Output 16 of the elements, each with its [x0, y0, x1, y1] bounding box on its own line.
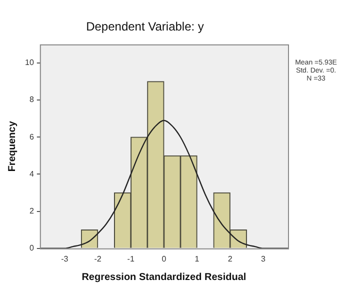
x-tick-label: 2 — [228, 254, 233, 264]
y-tick-label: 2 — [29, 206, 34, 216]
y-tick-label: 6 — [29, 132, 34, 142]
chart-title: Dependent Variable: y — [86, 20, 204, 34]
y-tick-label: 10 — [24, 58, 34, 68]
x-tick-label: -2 — [94, 254, 102, 264]
x-tick-label: -3 — [61, 254, 69, 264]
y-tick-label: 0 — [29, 244, 34, 253]
y-tick-label: 4 — [29, 169, 34, 178]
x-tick-label: 3 — [260, 254, 266, 264]
y-axis-title: Frequency — [6, 120, 18, 172]
y-tick-label: 8 — [29, 95, 34, 104]
x-axis-title: Regression Standardized Residual — [82, 272, 246, 283]
x-tick-label: 0 — [162, 254, 167, 264]
x-tick-label: 1 — [194, 254, 200, 264]
x-tick-label: -1 — [127, 254, 135, 264]
